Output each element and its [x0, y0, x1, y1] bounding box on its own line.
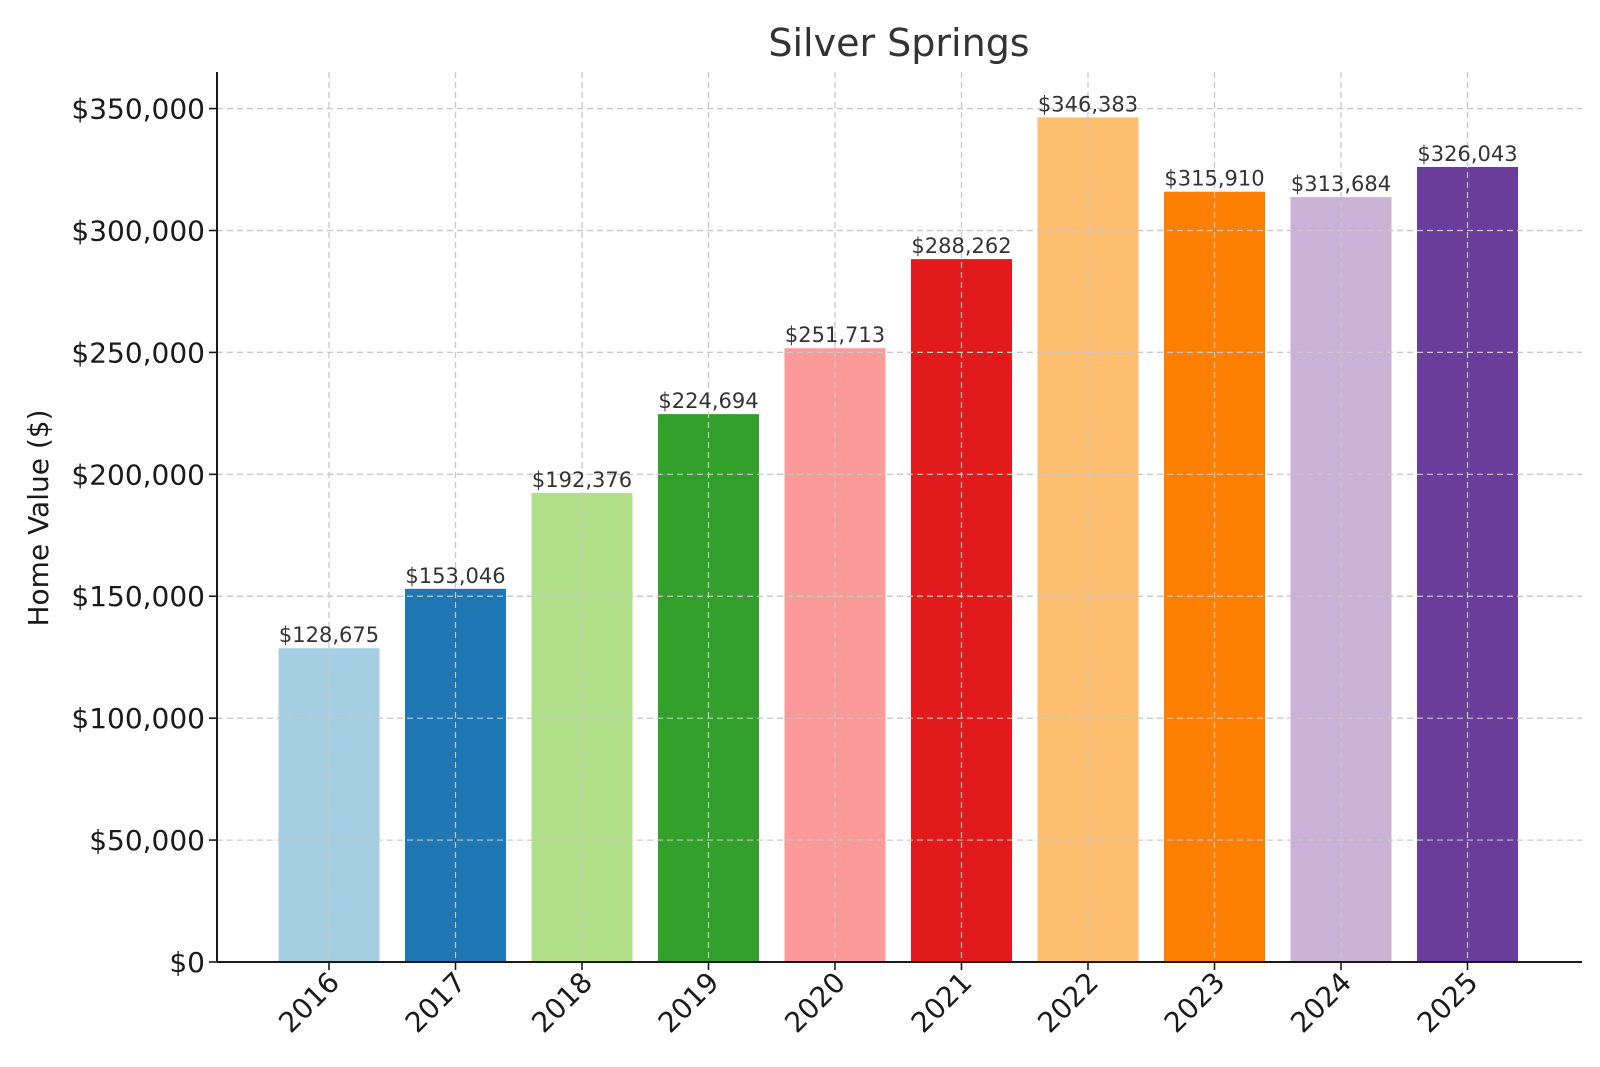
y-tick-label: $350,000 — [71, 93, 205, 126]
y-axis-label: Home Value ($) — [22, 409, 55, 626]
x-tick-label-2020: 2020 — [778, 966, 852, 1040]
x-tick-label-2025: 2025 — [1411, 966, 1485, 1040]
data-label-2019: $224,694 — [658, 389, 758, 413]
data-label-2021: $288,262 — [911, 234, 1011, 258]
data-label-2023: $315,910 — [1164, 167, 1264, 191]
x-tick-label-2017: 2017 — [399, 966, 473, 1040]
data-label-2017: $153,046 — [405, 564, 505, 588]
x-tick-label-2022: 2022 — [1031, 966, 1105, 1040]
x-tick-label-2021: 2021 — [905, 966, 979, 1040]
data-label-2016: $128,675 — [279, 623, 379, 647]
bars-layer — [217, 72, 1582, 963]
data-label-2024: $313,684 — [1291, 172, 1391, 196]
y-tick-label: $50,000 — [89, 824, 205, 857]
y-tick-label: $150,000 — [71, 580, 205, 613]
x-tick-label-2018: 2018 — [525, 966, 599, 1040]
data-label-2018: $192,376 — [532, 468, 632, 492]
data-label-2020: $251,713 — [785, 323, 885, 347]
y-tick-label: $200,000 — [71, 458, 205, 491]
y-tick-label: $250,000 — [71, 336, 205, 369]
data-label-2022: $346,383 — [1038, 92, 1138, 116]
y-tick-label: $0 — [169, 946, 205, 979]
bar-2022 — [1037, 117, 1139, 962]
chart-title: Silver Springs — [768, 21, 1029, 65]
axes-layer — [209, 72, 1582, 970]
y-tick-label: $100,000 — [71, 702, 205, 735]
x-tick-label-2023: 2023 — [1158, 966, 1232, 1040]
y-tick-label: $300,000 — [71, 214, 205, 247]
data-label-2025: $326,043 — [1417, 142, 1517, 166]
x-tick-label-2024: 2024 — [1284, 966, 1358, 1040]
x-tick-label-2016: 2016 — [272, 966, 346, 1040]
x-tick-label-2019: 2019 — [652, 966, 726, 1040]
